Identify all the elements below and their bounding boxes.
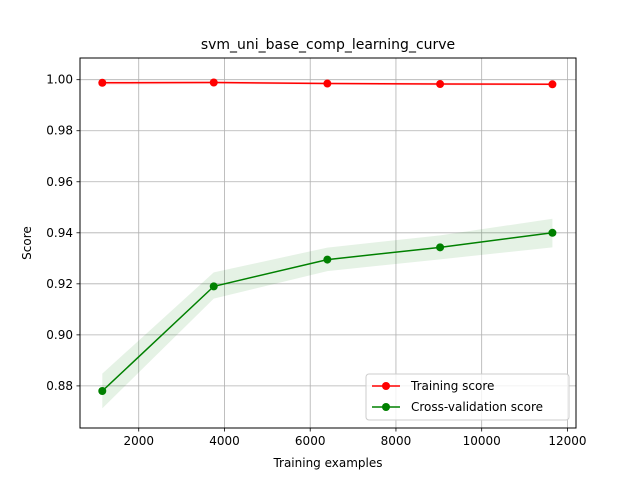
y-tick-label: 0.92 [46,277,73,291]
data-point [548,228,557,237]
data-point [323,255,332,264]
y-tick-label: 1.00 [46,73,73,87]
data-point [98,387,107,395]
data-point [323,79,332,88]
x-tick-label: 8000 [381,434,412,448]
x-tick-label: 2000 [123,434,154,448]
legend: Training score Cross-validation score [365,373,570,421]
legend-label-cross-validation: Cross-validation score [411,400,543,414]
data-point [98,78,107,87]
plot-frame [79,57,577,429]
legend-box [365,373,570,421]
x-tick-label: 6000 [295,434,326,448]
y-axis-label: Score [20,226,34,260]
x-tick-label: 12000 [548,434,586,448]
legend-marker-cross-validation [382,403,390,411]
y-tick-label: 0.90 [46,328,73,342]
data-point [436,80,445,89]
series-lines [98,78,557,395]
axis-ticks: 2000 4000 6000 8000 10000 12000 0.88 0.90 0.92 0.… [46,73,586,448]
data-point [209,282,218,291]
x-tick-label: 10000 [463,434,501,448]
legend-marker-training [382,382,390,390]
data-point [548,80,557,89]
chart-title: svm_uni_base_comp_learning_curve [201,37,455,53]
y-tick-label: 0.96 [46,175,73,189]
y-tick-label: 0.98 [46,124,73,138]
y-tick-label: 0.88 [46,379,73,393]
y-tick-label: 0.94 [46,226,73,240]
x-axis-label: Training examples [272,456,382,470]
x-tick-label: 4000 [209,434,240,448]
data-point [436,243,445,252]
legend-label-training: Training score [410,379,494,393]
data-point [209,78,218,87]
